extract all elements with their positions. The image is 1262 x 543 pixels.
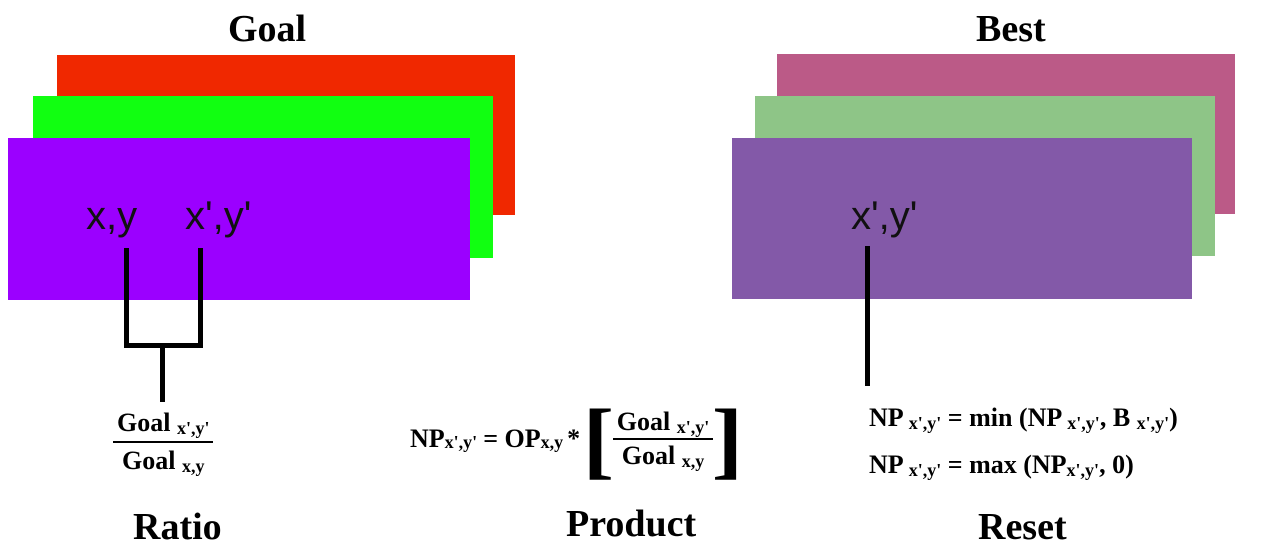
product-num-word: Goal bbox=[616, 407, 671, 437]
product-op: = OP bbox=[483, 424, 541, 454]
right-bracket: ] bbox=[711, 391, 744, 487]
connector-right-vertical bbox=[198, 248, 203, 348]
ratio-den-sub: x,y bbox=[181, 456, 205, 476]
best-layer-purple bbox=[732, 138, 1192, 299]
reset-equation-max: NP x',y' = max (NPx',y', 0) bbox=[869, 450, 1134, 480]
best-title: Best bbox=[976, 8, 1046, 50]
reset-max-end: , 0) bbox=[1099, 450, 1134, 479]
product-den-word: Goal bbox=[621, 441, 676, 471]
reset-min-b-sub: x',y' bbox=[1136, 413, 1170, 433]
product-lhs-sub: x',y' bbox=[444, 432, 478, 453]
ratio-den-word: Goal bbox=[122, 446, 176, 475]
product-fraction-bar bbox=[612, 438, 714, 441]
reset-max-arg-sub: x',y' bbox=[1066, 460, 1100, 480]
product-caption: Product bbox=[566, 503, 697, 543]
best-coord-xprime-yprime: x',y' bbox=[851, 194, 918, 238]
coord-xprime-yprime: x',y' bbox=[185, 194, 252, 238]
left-bracket: [ bbox=[582, 391, 615, 487]
reset-max-lhs-sub: x',y' bbox=[908, 460, 942, 480]
coord-xy: x,y bbox=[86, 194, 138, 238]
reset-equation-min: NP x',y' = min (NP x',y', B x',y') bbox=[869, 403, 1178, 433]
connector-horizontal bbox=[124, 343, 203, 348]
product-op-sub: x,y bbox=[540, 432, 564, 453]
reset-caption: Reset bbox=[978, 506, 1067, 543]
reset-min-lhs: NP bbox=[869, 403, 903, 432]
product-den-sub: x,y bbox=[681, 451, 705, 472]
reset-max-lhs: NP bbox=[869, 450, 903, 479]
connector-stem bbox=[160, 346, 165, 402]
reset-min-fn: = min (NP bbox=[947, 403, 1061, 432]
reset-max-fn: = max (NP bbox=[947, 450, 1067, 479]
best-connector bbox=[865, 246, 870, 386]
ratio-num-sub: x',y' bbox=[176, 418, 210, 438]
ratio-num-word: Goal bbox=[117, 408, 171, 437]
product-equation: NP x',y' = OP x,y * [ Goal x',y' Goal x,y … bbox=[410, 391, 744, 487]
product-num-sub: x',y' bbox=[676, 417, 710, 438]
ratio-fraction: Goal x',y' Goal x,y bbox=[113, 408, 214, 476]
goal-layer-purple bbox=[8, 138, 470, 300]
reset-min-end: ) bbox=[1169, 403, 1178, 432]
reset-min-b: , B bbox=[1099, 403, 1131, 432]
reset-min-lhs-sub: x',y' bbox=[908, 413, 942, 433]
product-lhs: NP bbox=[410, 424, 445, 454]
goal-title: Goal bbox=[228, 8, 307, 50]
connector-left-vertical bbox=[124, 248, 129, 348]
product-times: * bbox=[567, 424, 581, 454]
reset-min-arg-sub: x',y' bbox=[1067, 413, 1100, 433]
ratio-caption: Ratio bbox=[133, 506, 222, 543]
ratio-fraction-bar bbox=[113, 441, 214, 443]
